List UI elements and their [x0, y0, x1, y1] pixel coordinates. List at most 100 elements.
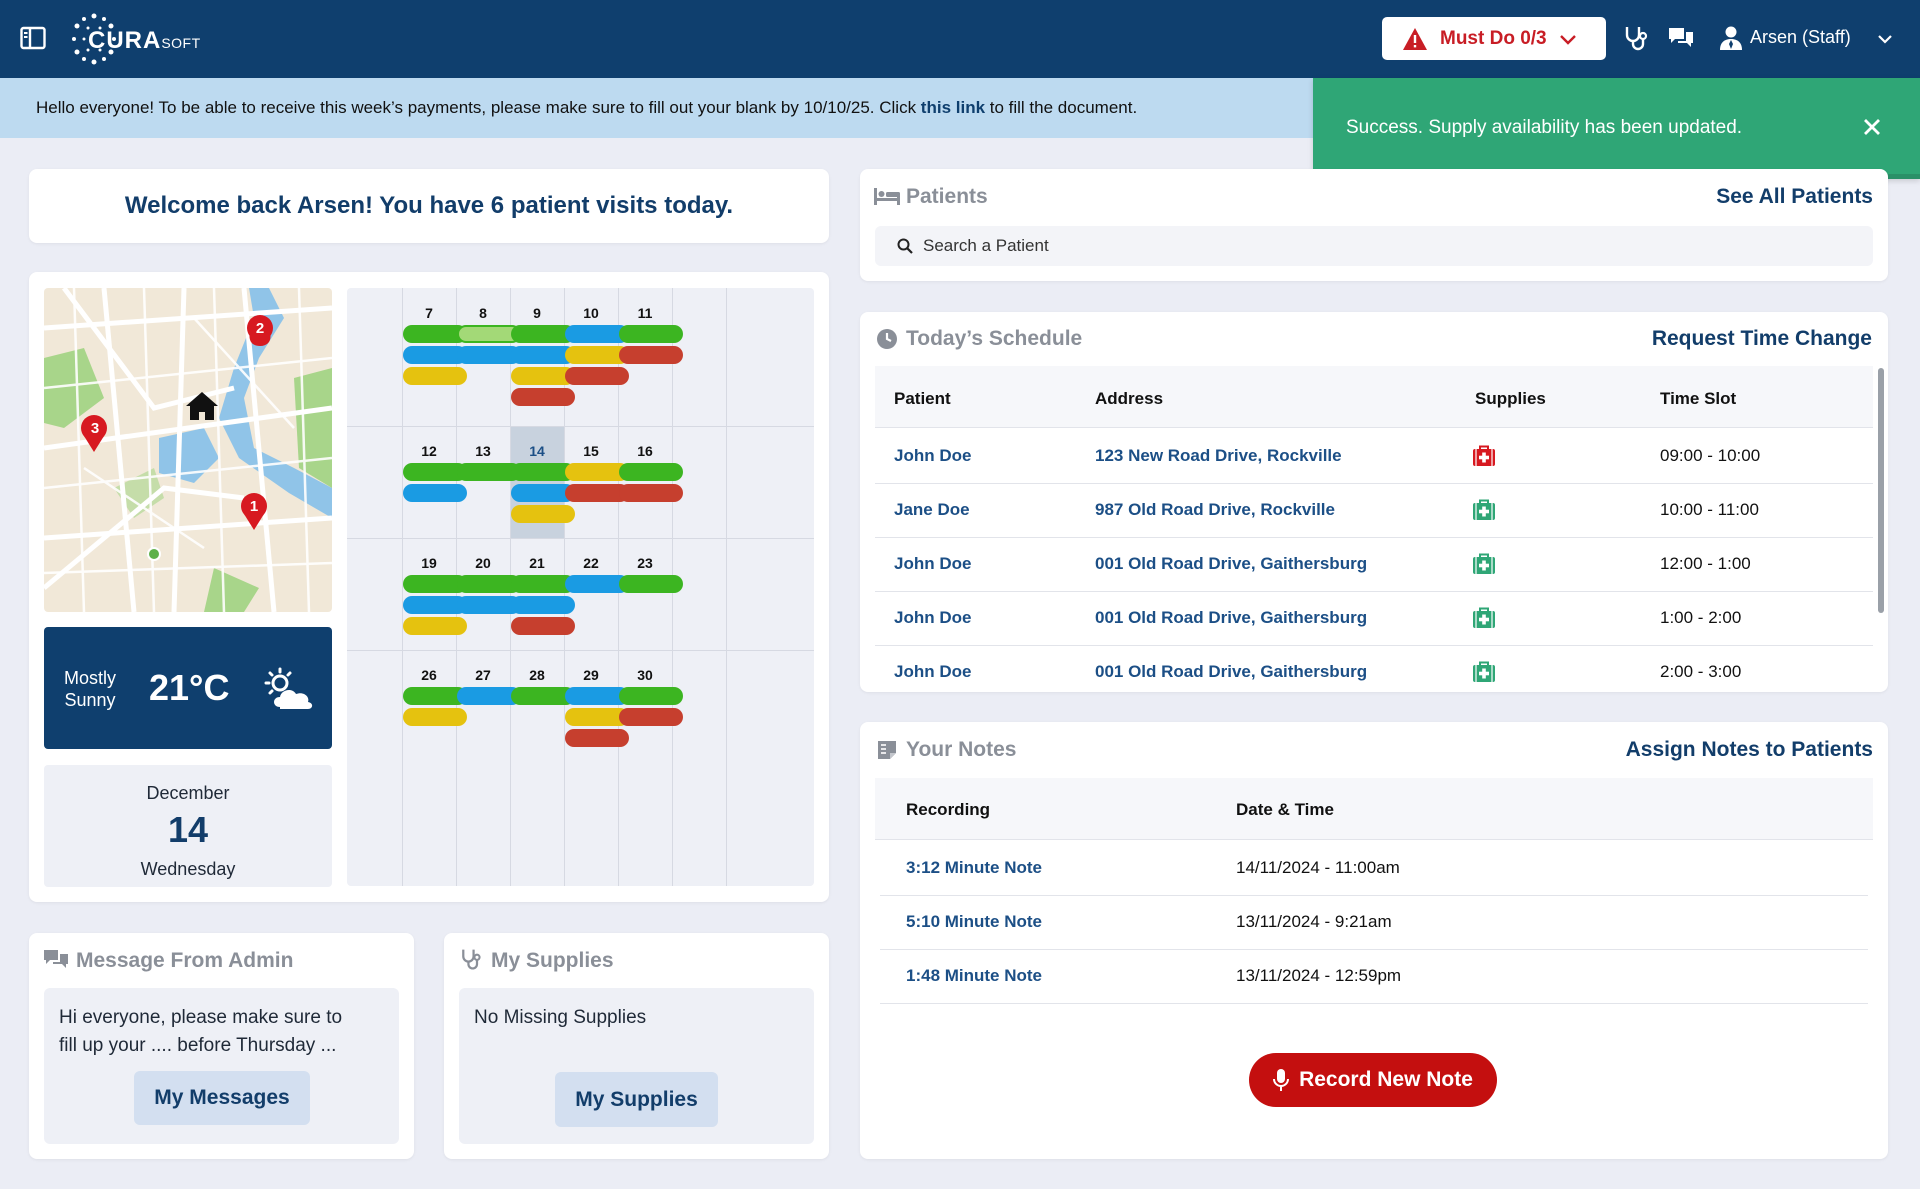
- user-name[interactable]: Arsen (Staff): [1750, 27, 1851, 47]
- calendar-appointment-pill[interactable]: [511, 687, 575, 705]
- medical-kit-icon[interactable]: [1472, 661, 1496, 683]
- map-marker-1-icon[interactable]: 1: [241, 493, 267, 530]
- calendar-appointment-pill[interactable]: [511, 367, 575, 385]
- patient-address-link[interactable]: 123 New Road Drive, Rockville: [1095, 446, 1342, 465]
- calendar-appointment-pill[interactable]: [403, 463, 467, 481]
- calendar-appointment-pill[interactable]: [403, 575, 467, 593]
- assign-notes-link[interactable]: Assign Notes to Patients: [1625, 738, 1873, 761]
- curasoft-logo[interactable]: CURASOFT: [68, 12, 200, 66]
- calendar-appointment-pill[interactable]: [565, 367, 629, 385]
- map-marker-3-icon[interactable]: 3: [81, 415, 107, 452]
- calendar-appointment-pill[interactable]: [457, 463, 521, 481]
- stethoscope-icon[interactable]: [1622, 24, 1650, 52]
- calendar-appointment-pill[interactable]: [457, 596, 521, 614]
- patient-search-input[interactable]: Search a Patient: [875, 226, 1873, 266]
- patient-name-link[interactable]: John Doe: [894, 662, 972, 681]
- calendar-appointment-pill[interactable]: [511, 484, 575, 502]
- calendar-day-13[interactable]: 13: [475, 443, 491, 459]
- calendar-appointment-pill[interactable]: [565, 687, 629, 705]
- calendar-day-19[interactable]: 19: [421, 555, 437, 571]
- calendar-appointment-pill[interactable]: [565, 463, 629, 481]
- patient-address-link[interactable]: 001 Old Road Drive, Gaithersburg: [1095, 608, 1368, 627]
- calendar-appointment-pill[interactable]: [565, 708, 629, 726]
- calendar-appointment-pill[interactable]: [619, 575, 683, 593]
- user-chevron-down-icon[interactable]: [1876, 30, 1894, 48]
- must-do-dropdown[interactable]: Must Do 0/3: [1382, 17, 1606, 60]
- calendar-appointment-pill[interactable]: [457, 346, 521, 364]
- calendar-appointment-pill[interactable]: [403, 367, 467, 385]
- my-messages-button[interactable]: My Messages: [134, 1071, 310, 1125]
- calendar-day-8[interactable]: 8: [479, 305, 487, 321]
- calendar-appointment-pill[interactable]: [403, 596, 467, 614]
- schedule-scrollbar[interactable]: [1878, 368, 1884, 613]
- calendar-appointment-pill[interactable]: [457, 575, 521, 593]
- calendar-day-14[interactable]: 14: [529, 443, 545, 459]
- calendar-day-21[interactable]: 21: [529, 555, 545, 571]
- patient-name-link[interactable]: John Doe: [894, 446, 972, 465]
- calendar-day-16[interactable]: 16: [637, 443, 653, 459]
- calendar-appointment-pill[interactable]: [403, 484, 467, 502]
- see-all-patients-link[interactable]: See All Patients: [1716, 185, 1873, 208]
- calendar-appointment-pill[interactable]: [511, 617, 575, 635]
- calendar-appointment-pill[interactable]: [619, 346, 683, 364]
- calendar-appointment-pill[interactable]: [565, 575, 629, 593]
- calendar-day-11[interactable]: 11: [637, 305, 653, 321]
- close-icon[interactable]: [1861, 116, 1883, 138]
- calendar-appointment-pill[interactable]: [511, 505, 575, 523]
- calendar-appointment-pill[interactable]: [619, 484, 683, 502]
- patient-address-link[interactable]: 001 Old Road Drive, Gaithersburg: [1095, 554, 1368, 573]
- patient-name-link[interactable]: John Doe: [894, 608, 972, 627]
- calendar-day-28[interactable]: 28: [529, 667, 545, 683]
- patient-name-link[interactable]: John Doe: [894, 554, 972, 573]
- calendar-appointment-pill[interactable]: [511, 325, 575, 343]
- calendar-day-30[interactable]: 30: [637, 667, 653, 683]
- calendar-appointment-pill[interactable]: [511, 463, 575, 481]
- medical-kit-icon[interactable]: [1472, 553, 1496, 575]
- calendar-appointment-pill[interactable]: [619, 687, 683, 705]
- calendar-day-22[interactable]: 22: [583, 555, 599, 571]
- patient-name-link[interactable]: Jane Doe: [894, 500, 970, 519]
- calendar-day-29[interactable]: 29: [583, 667, 599, 683]
- route-map[interactable]: 2 3 1: [44, 288, 332, 612]
- note-recording-link[interactable]: 1:48 Minute Note: [906, 966, 1043, 985]
- calendar-appointment-pill[interactable]: [565, 729, 629, 747]
- medical-kit-missing-icon[interactable]: [1472, 445, 1496, 467]
- calendar-appointment-pill[interactable]: [403, 708, 467, 726]
- calendar-appointment-pill[interactable]: [565, 484, 629, 502]
- calendar-day-15[interactable]: 15: [583, 443, 599, 459]
- calendar-appointment-pill[interactable]: [619, 708, 683, 726]
- patient-address-link[interactable]: 001 Old Road Drive, Gaithersburg: [1095, 662, 1368, 681]
- calendar-appointment-pill[interactable]: [511, 346, 575, 364]
- calendar-day-7[interactable]: 7: [425, 305, 433, 321]
- request-time-change-link[interactable]: Request Time Change: [1651, 327, 1872, 350]
- calendar-day-27[interactable]: 27: [475, 667, 491, 683]
- calendar-appointment-pill[interactable]: [619, 325, 683, 343]
- calendar-day-9[interactable]: 9: [533, 305, 541, 321]
- note-recording-link[interactable]: 5:10 Minute Note: [906, 912, 1043, 931]
- record-new-note-button[interactable]: Record New Note: [1249, 1053, 1497, 1107]
- medical-kit-icon[interactable]: [1472, 607, 1496, 629]
- calendar-appointment-pill[interactable]: [403, 325, 467, 343]
- map-marker-2-icon[interactable]: 2: [247, 315, 273, 346]
- note-recording-link[interactable]: 3:12 Minute Note: [906, 858, 1043, 877]
- calendar-appointment-pill[interactable]: [565, 346, 629, 364]
- calendar-appointment-pill[interactable]: [403, 617, 467, 635]
- medical-kit-icon[interactable]: [1472, 499, 1496, 521]
- announcement-link[interactable]: this link: [920, 98, 986, 117]
- calendar-day-26[interactable]: 26: [421, 667, 437, 683]
- chat-icon[interactable]: [1667, 24, 1695, 52]
- my-supplies-button[interactable]: My Supplies: [555, 1072, 718, 1127]
- calendar-appointment-pill[interactable]: [511, 575, 575, 593]
- calendar-appointment-pill[interactable]: [403, 346, 467, 364]
- patient-address-link[interactable]: 987 Old Road Drive, Rockville: [1095, 500, 1335, 519]
- calendar-day-20[interactable]: 20: [475, 555, 491, 571]
- calendar-appointment-pill[interactable]: [511, 596, 575, 614]
- calendar-appointment-pill[interactable]: [511, 388, 575, 406]
- user-icon[interactable]: [1717, 24, 1745, 52]
- calendar-appointment-pill[interactable]: [457, 687, 521, 705]
- sidebar-toggle-icon[interactable]: [20, 26, 46, 50]
- calendar-day-10[interactable]: 10: [583, 305, 599, 321]
- calendar-day-23[interactable]: 23: [637, 555, 653, 571]
- calendar-appointment-pill[interactable]: [403, 687, 467, 705]
- calendar-appointment-pill[interactable]: [565, 325, 629, 343]
